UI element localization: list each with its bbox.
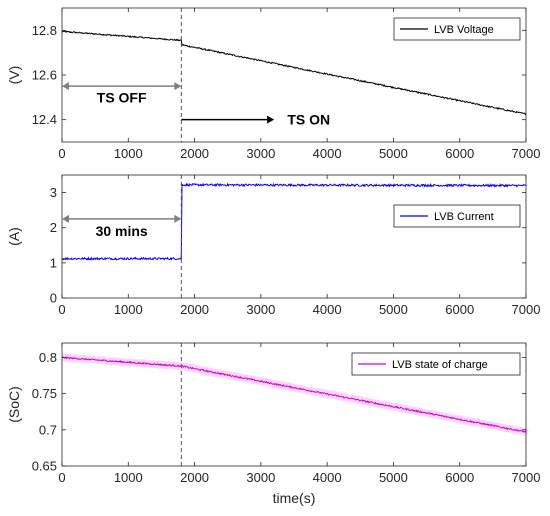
y-tick-label: 12.4 [32, 112, 57, 127]
arrow-head [267, 115, 275, 124]
voltage-panel: TS OFF TS ON 0 1000 2000 3000 4000 5000 6000 7000… [6, 7, 541, 161]
x-tick-label: 7000 [512, 470, 541, 485]
x-tick-label: 4000 [313, 470, 342, 485]
x-axis-label: time(s) [273, 490, 316, 506]
x-tick-label: 6000 [445, 302, 474, 317]
y-axis-label: (SoC) [6, 386, 22, 423]
current-panel: 30 mins 0 1000 2000 3000 4000 5000 6000 7000 0 1 2 3… [6, 174, 541, 317]
x-tick-label: 5000 [379, 302, 408, 317]
soc-panel: 0 1000 2000 3000 4000 5000 6000 7000 0.65 0.7 0.75… [6, 342, 541, 506]
y-tick-label: 0.7 [39, 422, 57, 437]
axes-box [61, 342, 527, 467]
x-tick-label: 2000 [180, 146, 209, 161]
x-tick-label: 7000 [512, 302, 541, 317]
series-line-0 [61, 356, 527, 433]
arrow-head [62, 82, 69, 91]
x-tick-label: 1000 [114, 146, 143, 161]
y-tick-label: 1 [50, 255, 57, 270]
x-tick-label: 1000 [114, 470, 143, 485]
arrow-head [62, 214, 69, 223]
x-tick-label: 1000 [114, 302, 143, 317]
legend-label: LVB state of charge [392, 359, 488, 371]
y-axis-label: (V) [6, 66, 22, 85]
x-tick-label: 3000 [246, 302, 275, 317]
legend-label: LVB Current [434, 211, 494, 223]
x-tick-label: 0 [58, 146, 65, 161]
y-tick-label: 12.6 [32, 68, 57, 83]
plot-area [62, 175, 526, 298]
series-line-0 [62, 182, 527, 261]
x-tick-label: 5000 [379, 146, 408, 161]
annotation-label: TS OFF [97, 89, 147, 105]
legend-box [393, 17, 521, 41]
x-tick-label: 3000 [246, 470, 275, 485]
arrow-head [174, 82, 182, 91]
x-tick-label: 4000 [313, 302, 342, 317]
y-tick-label: 0 [50, 291, 57, 306]
x-tick-label: 2000 [180, 302, 209, 317]
y-tick-label: 0.75 [32, 386, 57, 401]
legend-box [393, 204, 521, 228]
y-axis-label: (A) [6, 227, 22, 246]
y-tick-label: 0.8 [39, 350, 57, 365]
x-tick-label: 3000 [246, 146, 275, 161]
x-tick-label: 2000 [180, 470, 209, 485]
x-tick-label: 6000 [445, 470, 474, 485]
y-tick-label: 12.8 [32, 23, 57, 38]
annotation-label: 30 mins [96, 223, 148, 239]
x-tick-label: 4000 [313, 146, 342, 161]
axes-box [61, 174, 527, 299]
x-tick-label: 0 [58, 470, 65, 485]
annotation-label: TS ON [287, 112, 330, 128]
series-line-0 [61, 30, 527, 116]
y-tick-label: 2 [50, 220, 57, 235]
legend-label: LVB Voltage [434, 24, 494, 36]
y-tick-label: 3 [50, 185, 57, 200]
y-tick-label: 0.65 [32, 459, 57, 474]
legend-box [351, 352, 521, 376]
x-tick-label: 0 [58, 302, 65, 317]
x-tick-label: 5000 [379, 470, 408, 485]
x-tick-label: 6000 [445, 146, 474, 161]
arrow-head [174, 214, 182, 223]
x-tick-label: 7000 [512, 146, 541, 161]
